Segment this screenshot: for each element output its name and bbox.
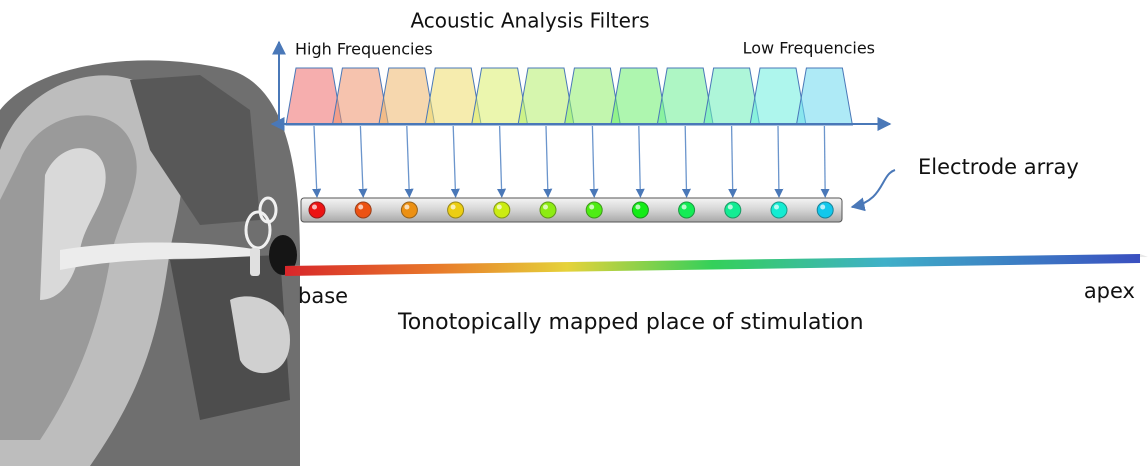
electrode-highlight	[497, 205, 502, 210]
ear-illustration	[0, 60, 300, 466]
filter-arrow	[453, 126, 455, 197]
electrode-highlight	[820, 205, 825, 210]
electrode	[309, 202, 325, 218]
electrode	[540, 202, 556, 218]
filter-arrow	[360, 126, 363, 197]
filter-arrow	[407, 126, 410, 197]
high-frequencies-label: High Frequencies	[295, 40, 433, 59]
filter-arrow	[500, 126, 502, 197]
electrode-highlight	[589, 205, 594, 210]
electrode-array-label: Electrode array	[918, 155, 1079, 179]
electrode-highlight	[312, 205, 317, 210]
filter-arrow	[778, 126, 779, 197]
base-label: base	[298, 284, 348, 308]
filter-arrow	[546, 126, 548, 197]
electrode	[586, 202, 602, 218]
electrode-highlight	[451, 205, 456, 210]
filter-arrow	[732, 126, 733, 197]
filter-arrow	[824, 126, 825, 197]
electrode-highlight	[543, 205, 548, 210]
apex-label: apex	[1084, 279, 1135, 303]
filter-arrow	[314, 126, 317, 197]
electrode	[817, 202, 833, 218]
electrode	[448, 202, 464, 218]
electrode-highlight	[404, 205, 409, 210]
electrode	[355, 202, 371, 218]
filter-arrow	[639, 126, 641, 197]
electrode-array	[301, 198, 842, 222]
electrode	[771, 202, 787, 218]
electrode	[632, 202, 648, 218]
electrode	[725, 202, 741, 218]
diagram: Acoustic Analysis Filters High Frequenci…	[0, 0, 1148, 466]
cochlea-band	[285, 254, 1140, 276]
electrode-highlight	[682, 205, 687, 210]
caption: Tonotopically mapped place of stimulatio…	[397, 310, 864, 335]
filter-arrow	[685, 126, 686, 197]
electrode-highlight	[635, 205, 640, 210]
electrode-pointer	[852, 170, 895, 207]
low-frequencies-label: Low Frequencies	[743, 39, 875, 58]
filter-arrow	[592, 126, 594, 197]
electrode-highlight	[358, 205, 363, 210]
electrode	[494, 202, 510, 218]
electrode	[679, 202, 695, 218]
electrode-highlight	[774, 205, 779, 210]
electrode-highlight	[728, 205, 733, 210]
electrode	[401, 202, 417, 218]
filter	[796, 68, 852, 125]
title: Acoustic Analysis Filters	[410, 9, 649, 33]
filter-bank	[286, 68, 852, 125]
